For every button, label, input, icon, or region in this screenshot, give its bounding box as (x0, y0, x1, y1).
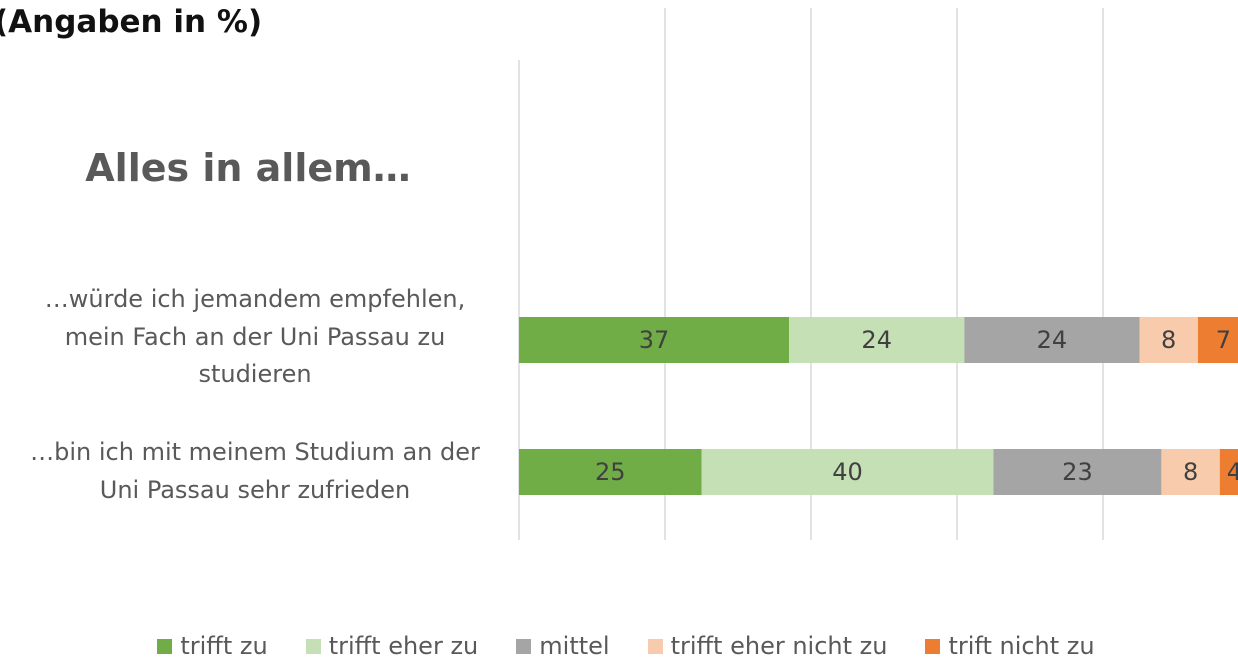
bar-segment (1161, 449, 1220, 495)
data-label: 24 (1037, 326, 1068, 354)
chart-subtitle: Alles in allem… (85, 146, 411, 190)
legend-item: trifft zu (157, 632, 268, 660)
legend-item: mittel (516, 632, 610, 660)
chart-title: (Angaben in %) (0, 4, 263, 40)
legend-item: trifft eher zu (305, 632, 479, 660)
legend-label: trift nicht zu (948, 632, 1095, 660)
legend-label: trifft eher zu (328, 632, 479, 660)
legend: trifft zu trifft eher zu mittel trifft eher… (0, 632, 1238, 660)
legend-item: trift nicht zu (925, 632, 1095, 660)
legend-item: trifft eher nicht zu (647, 632, 888, 660)
legend-swatch (305, 638, 321, 654)
category-label: …bin ich mit meinem Studium an der Uni P… (30, 438, 480, 504)
data-label: 40 (832, 458, 863, 486)
data-label: 25 (595, 458, 626, 486)
legend-swatch (647, 638, 663, 654)
bar-segment (1197, 317, 1238, 363)
legend-label: trifft zu (180, 632, 268, 660)
bar-segment (1219, 449, 1238, 495)
bar-segment (1139, 317, 1198, 363)
bar-segment (701, 449, 994, 495)
data-label: 24 (861, 326, 892, 354)
legend-label: mittel (539, 632, 610, 660)
data-label: 37 (639, 326, 670, 354)
legend-swatch (516, 638, 532, 654)
legend-swatch (157, 638, 173, 654)
bar-segment (519, 449, 702, 495)
legend-swatch (925, 638, 941, 654)
data-label: 8 (1183, 458, 1198, 486)
data-label: 8 (1161, 326, 1176, 354)
data-label: 23 (1062, 458, 1093, 486)
bar-segment (993, 449, 1162, 495)
bar-segment (519, 317, 790, 363)
data-label: 4 (1227, 458, 1238, 486)
bar-segment (964, 317, 1140, 363)
legend-label: trifft eher nicht zu (670, 632, 888, 660)
data-label: 7 (1216, 326, 1231, 354)
category-label: …würde ich jemandem empfehlen, mein Fach… (44, 285, 466, 388)
bar-segment (789, 317, 965, 363)
